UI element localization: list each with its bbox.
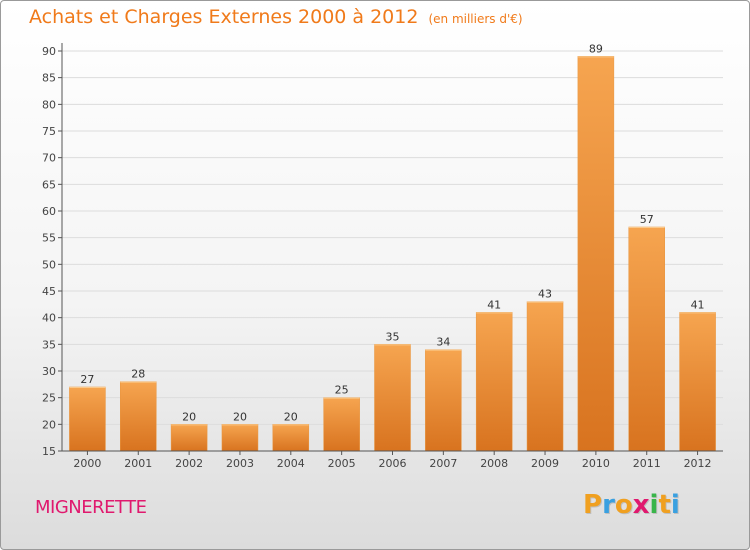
y-tick-label: 50 <box>42 258 56 271</box>
data-label: 35 <box>386 330 400 343</box>
bar-2012 <box>679 312 716 452</box>
x-tick-label: 2001 <box>124 457 152 470</box>
logo-letter: t <box>658 490 671 520</box>
logo-letter: r <box>602 490 615 520</box>
bar-2000 <box>69 386 106 452</box>
bar-2005 <box>323 397 360 452</box>
bar-2007 <box>425 349 462 452</box>
bar-2009 <box>526 301 564 452</box>
x-tick-label: 2004 <box>277 457 305 470</box>
y-tick-label: 20 <box>42 418 56 431</box>
x-tick-label: 2008 <box>480 457 508 470</box>
logo-letter: i <box>670 490 680 520</box>
bar-2008 <box>475 312 513 452</box>
x-tick-label: 2009 <box>531 457 559 470</box>
data-label: 43 <box>538 288 552 301</box>
data-label: 41 <box>691 298 705 311</box>
logo-letter: o <box>614 490 633 520</box>
y-tick-label: 55 <box>42 232 56 245</box>
bar-2003 <box>221 424 259 452</box>
bars-layer: 27 28 20 20 20 25 35 34 41 43 89 57 41 <box>69 42 716 452</box>
data-label: 20 <box>284 410 298 423</box>
chart-title: Achats et Charges Externes 2000 à 2012 <box>29 6 419 28</box>
x-tick-label: 2005 <box>328 457 356 470</box>
data-label: 34 <box>436 336 450 349</box>
axis-layer: 15 20 25 30 35 40 45 50 55 60 65 70 75 80 85 90 2000 2001… <box>42 43 723 470</box>
bar-2004 <box>272 424 310 452</box>
y-tick-label: 65 <box>42 178 56 191</box>
bar-2006 <box>374 344 411 452</box>
x-tick-label: 2010 <box>582 457 610 470</box>
x-tick-label: 2011 <box>633 457 661 470</box>
y-tick-label: 30 <box>42 365 56 378</box>
y-tick-label: 40 <box>42 312 56 325</box>
logo-letter: i <box>649 490 659 520</box>
x-tick-label: 2007 <box>429 457 457 470</box>
logo-letter: P <box>583 490 603 520</box>
y-tick-label: 70 <box>42 152 56 165</box>
y-tick-label: 90 <box>42 45 56 58</box>
x-tick-label: 2006 <box>379 457 407 470</box>
bar-2001 <box>120 381 157 452</box>
bar-2011 <box>628 226 665 452</box>
logo-letter: x <box>632 490 650 520</box>
data-label: 20 <box>182 410 196 423</box>
y-tick-label: 25 <box>42 392 56 405</box>
bar-2010 <box>577 56 615 452</box>
x-tick-label: 2012 <box>684 457 712 470</box>
chart-subtitle: (en milliers d'€) <box>428 12 523 26</box>
data-label: 28 <box>131 368 145 381</box>
data-label: 41 <box>487 298 501 311</box>
x-tick-label: 2000 <box>73 457 101 470</box>
y-tick-label: 15 <box>42 445 56 458</box>
bar-2002 <box>170 424 208 452</box>
y-tick-label: 75 <box>42 125 56 138</box>
y-tick-label: 45 <box>42 285 56 298</box>
x-tick-label: 2003 <box>226 457 254 470</box>
y-tick-label: 80 <box>42 98 56 111</box>
x-tick-label: 2002 <box>175 457 203 470</box>
data-label: 57 <box>640 213 654 226</box>
data-label: 20 <box>233 410 247 423</box>
data-label: 25 <box>335 384 349 397</box>
y-tick-label: 35 <box>42 338 56 351</box>
y-tick-label: 85 <box>42 72 56 85</box>
data-label: 27 <box>80 373 94 386</box>
data-label: 89 <box>589 42 603 55</box>
commune-name: MIGNERETTE <box>35 497 147 518</box>
proxiti-logo[interactable]: Proxiti <box>583 490 680 520</box>
title-row: Achats et Charges Externes 2000 à 2012 (e… <box>29 6 523 28</box>
y-tick-label: 60 <box>42 205 56 218</box>
